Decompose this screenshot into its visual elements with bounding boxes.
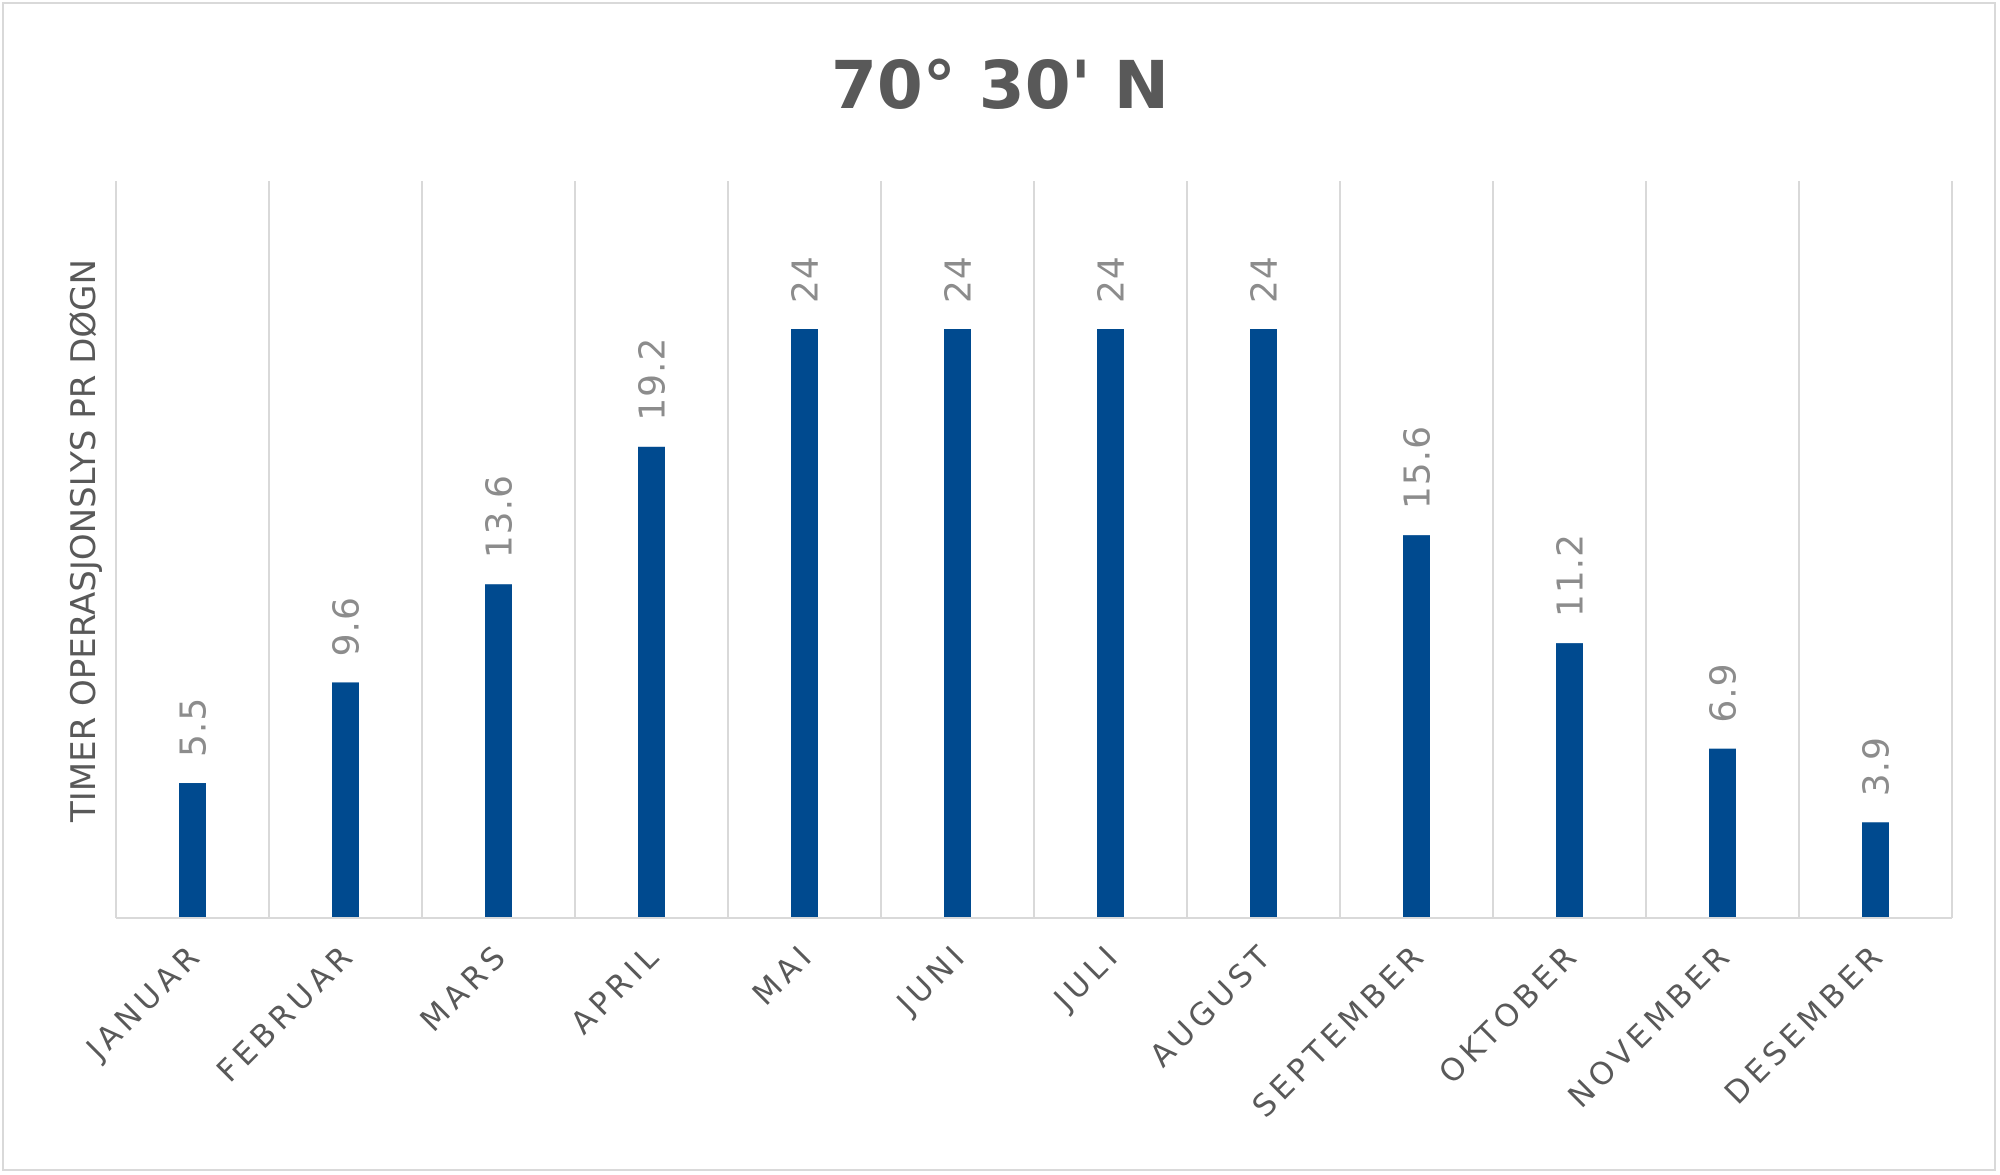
x-axis-tick-labels: JANUAR FEBRUAR MARS APRIL MAI JUNI JULI AUGUSTS… — [78, 936, 1893, 1125]
data-label: 6.9 — [1704, 662, 1745, 722]
x-tick-label: JANUAR — [78, 936, 210, 1068]
x-tick-label: DESEMBER — [1718, 936, 1893, 1111]
data-label: 11.2 — [1551, 533, 1592, 617]
bars — [179, 329, 1889, 918]
gridlines — [115, 181, 1953, 918]
bar-januar — [179, 783, 206, 918]
bar-september — [1403, 535, 1430, 918]
data-label: 15.6 — [1398, 425, 1439, 509]
bar-februar — [332, 682, 359, 918]
x-tick-label: JUNI — [889, 936, 975, 1022]
x-tick-label: OKTOBER — [1432, 936, 1587, 1091]
data-label: 24 — [786, 255, 827, 303]
data-label: 24 — [1092, 255, 1133, 303]
data-label: 9.6 — [327, 596, 368, 656]
data-labels: 5.5 9.6 13.6 19.2 24 24 24 24 15.6 11.2 6.9 3.9 — [174, 255, 1898, 796]
bar-juni — [944, 329, 971, 918]
x-tick-label: FEBRUAR — [210, 936, 363, 1089]
x-tick-label: JULI — [1046, 936, 1128, 1018]
bar-desember — [1862, 822, 1889, 918]
bar-mai — [791, 329, 818, 918]
y-axis-label: TIMER OPERASJONSLYS PR DØGN — [64, 259, 104, 823]
x-tick-label: MARS — [414, 936, 517, 1039]
bar-juli — [1097, 329, 1124, 918]
bar-april — [638, 446, 665, 918]
bar-oktober — [1556, 643, 1583, 918]
data-label: 24 — [1245, 255, 1286, 303]
x-tick-label: AUGUST — [1143, 936, 1281, 1074]
bar-november — [1709, 748, 1736, 918]
data-label: 5.5 — [174, 697, 215, 757]
bar-mars — [485, 584, 512, 918]
data-label: 13.6 — [480, 474, 521, 558]
data-label: 19.2 — [633, 337, 674, 421]
x-tick-label: MAI — [746, 936, 822, 1012]
bar-august — [1250, 329, 1277, 918]
data-label: 24 — [939, 255, 980, 303]
x-tick-label: NOVEMBER — [1561, 936, 1740, 1115]
x-tick-label: APRIL — [564, 936, 669, 1041]
chart-title: 70° 30' N — [831, 47, 1169, 124]
data-label: 3.9 — [1857, 736, 1898, 796]
